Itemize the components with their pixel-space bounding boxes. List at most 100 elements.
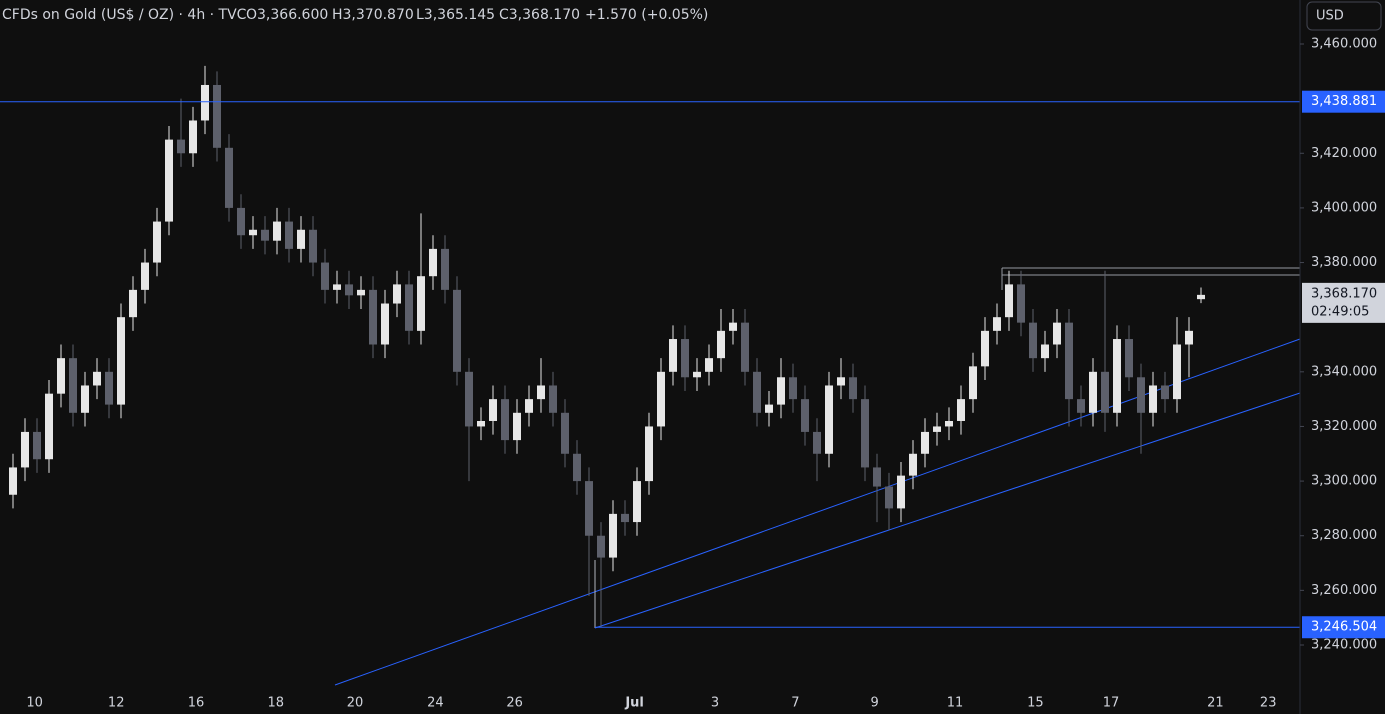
x-tick-label: 10 bbox=[26, 696, 43, 711]
candle-body bbox=[777, 377, 785, 405]
y-tick-label: 3,380.000 bbox=[1311, 255, 1377, 270]
candle-body bbox=[945, 420, 953, 427]
candle-body bbox=[405, 284, 413, 331]
x-tick-label: 20 bbox=[347, 696, 364, 711]
candle-body bbox=[165, 139, 173, 222]
y-tick-label: 3,460.000 bbox=[1311, 37, 1377, 52]
candle-body bbox=[861, 399, 869, 468]
candle-body bbox=[957, 399, 965, 421]
candle-body bbox=[297, 229, 305, 249]
candle-body bbox=[57, 358, 65, 394]
candle-body bbox=[1005, 284, 1013, 318]
candle-body bbox=[273, 221, 281, 241]
level-label: 3,246.504 bbox=[1311, 620, 1377, 635]
candle-body bbox=[1149, 385, 1157, 413]
candle-body bbox=[561, 412, 569, 454]
candle-body bbox=[285, 221, 293, 249]
x-tick-label: 26 bbox=[506, 696, 523, 711]
candle-body bbox=[1029, 322, 1037, 359]
candle-body bbox=[141, 262, 149, 290]
candle-body bbox=[873, 467, 881, 487]
x-tick-label: 18 bbox=[268, 696, 285, 711]
x-tick-label: Jul bbox=[624, 696, 644, 711]
candle-body bbox=[1113, 339, 1121, 413]
x-tick-label: 12 bbox=[108, 696, 125, 711]
candle-body bbox=[393, 284, 401, 304]
x-tick-label: 9 bbox=[870, 696, 878, 711]
candle-body bbox=[249, 229, 257, 236]
candle-body bbox=[933, 426, 941, 432]
candle-body bbox=[345, 284, 353, 296]
candle-body bbox=[81, 385, 89, 413]
candle-body bbox=[633, 481, 641, 523]
level-tag bbox=[1302, 90, 1385, 113]
candle-body bbox=[1161, 385, 1169, 400]
candle-body bbox=[789, 377, 797, 400]
candle-body bbox=[597, 535, 605, 558]
candle-body bbox=[105, 371, 113, 405]
candle-body bbox=[969, 366, 977, 400]
candle-body bbox=[981, 330, 989, 367]
candle-body bbox=[477, 420, 485, 427]
x-tick-label: 24 bbox=[427, 696, 444, 711]
candle-body bbox=[1041, 344, 1049, 359]
candle-body bbox=[1125, 339, 1133, 378]
currency-label[interactable]: USD bbox=[1316, 9, 1344, 24]
candle-body bbox=[9, 467, 17, 495]
candle-body bbox=[741, 322, 749, 372]
countdown-label: 02:49:05 bbox=[1311, 304, 1369, 319]
candle-body bbox=[729, 322, 737, 331]
candle-body bbox=[417, 276, 425, 331]
candle-body bbox=[753, 371, 761, 413]
candle-body bbox=[525, 399, 533, 413]
candle-body bbox=[837, 377, 845, 386]
candle-body bbox=[1077, 399, 1085, 413]
ohlc-high: H3,370.870 bbox=[332, 7, 414, 23]
x-tick-label: 17 bbox=[1103, 696, 1120, 711]
x-tick-label: 16 bbox=[188, 696, 205, 711]
candle-body bbox=[225, 147, 233, 208]
candle-body bbox=[609, 513, 617, 558]
candle-body bbox=[537, 385, 545, 400]
candle-body bbox=[321, 262, 329, 290]
last-price-label: 3,368.170 bbox=[1311, 286, 1377, 301]
y-tick-label: 3,320.000 bbox=[1311, 419, 1377, 434]
candle-body bbox=[201, 84, 209, 121]
ohlc-open: O3,366.600 bbox=[246, 7, 328, 23]
candle-body bbox=[453, 289, 461, 372]
ohlc-change: +1.570 (+0.05%) bbox=[585, 7, 708, 23]
y-tick-label: 3,260.000 bbox=[1311, 583, 1377, 598]
candle-body bbox=[1185, 330, 1193, 345]
currency-button[interactable] bbox=[1306, 1, 1382, 31]
candle-body bbox=[33, 431, 41, 460]
x-tick-label: 15 bbox=[1027, 696, 1044, 711]
candle-body bbox=[1065, 322, 1073, 400]
candle-body bbox=[1101, 371, 1109, 413]
candle-body bbox=[1053, 322, 1061, 345]
y-tick-label: 3,420.000 bbox=[1311, 146, 1377, 161]
candle-body bbox=[693, 371, 701, 378]
candle-body bbox=[993, 317, 1001, 331]
candle-body bbox=[21, 431, 29, 468]
plot-area bbox=[0, 65, 1301, 686]
candle-body bbox=[69, 358, 77, 413]
y-tick-label: 3,340.000 bbox=[1311, 364, 1377, 379]
candle-body bbox=[705, 358, 713, 372]
candle-body bbox=[189, 120, 197, 154]
candle-body bbox=[549, 385, 557, 413]
candle-body bbox=[825, 385, 833, 454]
candle-body bbox=[381, 303, 389, 345]
candle-body bbox=[1137, 377, 1145, 413]
x-tick-label: 23 bbox=[1260, 696, 1277, 711]
candle-body bbox=[1017, 284, 1025, 323]
candle-body bbox=[441, 248, 449, 290]
chart-title: CFDs on Gold (US$ / OZ) · 4h · TVC bbox=[2, 7, 247, 23]
candle-body bbox=[213, 84, 221, 148]
candle-body bbox=[501, 399, 509, 441]
candle-body bbox=[681, 339, 689, 378]
candle-body bbox=[177, 139, 185, 154]
x-tick-label: 11 bbox=[947, 696, 964, 711]
candle-body bbox=[765, 404, 773, 413]
candle-body bbox=[153, 221, 161, 263]
